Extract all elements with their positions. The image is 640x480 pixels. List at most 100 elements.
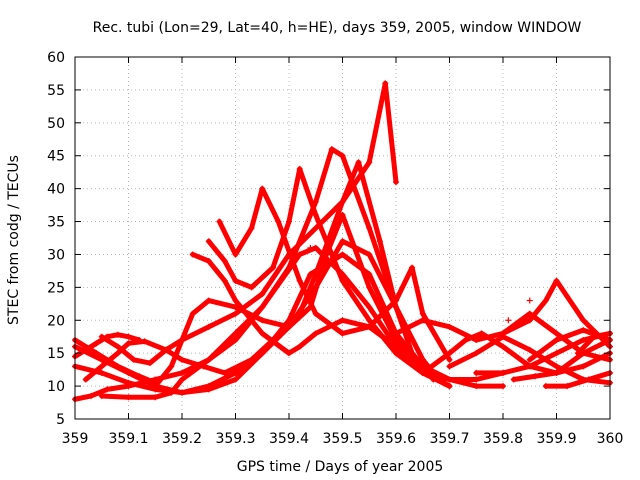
data-point	[232, 251, 239, 258]
data-point	[393, 350, 399, 357]
data-point	[500, 383, 506, 390]
data-point	[393, 343, 399, 350]
data-point	[168, 389, 175, 396]
data-point	[366, 159, 373, 166]
data-point	[307, 244, 314, 251]
data-point	[446, 323, 453, 330]
data-point	[205, 297, 212, 304]
data-point	[312, 310, 319, 317]
x-tick-label: 359.5	[322, 431, 362, 447]
data-point	[366, 304, 373, 311]
data-point	[590, 333, 597, 340]
data-point	[382, 80, 389, 87]
x-tick-label: 360	[597, 431, 624, 447]
data-point	[168, 363, 175, 370]
data-point	[82, 346, 89, 353]
data-point	[93, 340, 100, 347]
data-point	[393, 179, 399, 186]
data-point	[259, 304, 266, 311]
y-tick-label: 35	[47, 215, 65, 231]
x-tick-label: 359.9	[536, 431, 576, 447]
data-point	[419, 363, 426, 370]
data-point	[312, 330, 319, 337]
data-point	[393, 304, 399, 311]
data-point	[366, 251, 373, 258]
data-point	[259, 330, 266, 337]
series-trace	[473, 330, 613, 376]
data-point	[125, 340, 132, 347]
data-point	[580, 317, 587, 324]
data-point	[259, 317, 266, 324]
data-point	[419, 310, 426, 317]
data-point	[296, 165, 303, 172]
series-trace	[543, 370, 613, 389]
data-point	[526, 356, 533, 363]
data-point	[136, 337, 143, 344]
data-point	[409, 264, 416, 271]
data-point	[510, 376, 517, 383]
data-point	[580, 327, 587, 334]
data-point	[462, 337, 469, 344]
data-point	[393, 337, 399, 344]
data-point	[205, 238, 212, 245]
data-point	[339, 277, 346, 284]
data-point	[473, 350, 480, 357]
data-point	[296, 277, 303, 284]
data-point	[98, 392, 105, 399]
data-point	[339, 317, 346, 324]
data-point	[553, 363, 560, 370]
y-tick-label: 60	[47, 50, 65, 66]
x-tick-label: 359.3	[215, 431, 255, 447]
scattered-points	[307, 244, 533, 324]
data-point	[114, 343, 121, 350]
data-point	[419, 369, 426, 376]
data-point	[205, 386, 212, 393]
x-tick-label: 359.1	[108, 431, 148, 447]
data-point	[328, 146, 335, 153]
data-point	[366, 271, 373, 278]
series-6	[98, 80, 399, 367]
series-8	[98, 146, 426, 401]
data-point	[366, 323, 373, 330]
data-point	[232, 277, 239, 284]
data-point	[542, 383, 549, 390]
data-series	[72, 80, 613, 403]
data-point	[286, 218, 292, 225]
data-point	[114, 350, 121, 357]
data-point	[141, 338, 148, 345]
data-point	[162, 346, 169, 353]
data-point	[232, 337, 239, 344]
data-point	[179, 356, 185, 363]
data-point	[136, 373, 143, 380]
data-point	[179, 337, 185, 344]
data-point	[393, 297, 399, 304]
data-point	[376, 238, 383, 245]
data-point	[542, 297, 549, 304]
grid-lines	[75, 57, 610, 419]
x-tick-label: 359.4	[269, 431, 309, 447]
data-point	[179, 389, 185, 396]
data-point	[339, 152, 346, 159]
data-point	[339, 251, 346, 258]
data-point	[446, 376, 453, 383]
y-tick-label: 45	[47, 149, 65, 165]
y-tick-label: 50	[47, 116, 65, 132]
x-tick-label: 359.6	[376, 431, 416, 447]
data-point	[232, 304, 239, 311]
data-point	[189, 310, 196, 317]
data-point	[259, 185, 266, 192]
data-point	[446, 356, 453, 363]
data-point	[114, 331, 121, 338]
data-point	[339, 330, 346, 337]
data-point	[82, 376, 89, 383]
data-point	[232, 297, 239, 304]
data-point	[221, 369, 228, 376]
data-point	[393, 330, 399, 337]
data-point	[232, 330, 239, 337]
series-trace	[216, 186, 452, 363]
data-point	[98, 369, 105, 376]
data-point	[312, 244, 319, 251]
data-point	[248, 356, 255, 363]
data-point	[355, 159, 362, 166]
